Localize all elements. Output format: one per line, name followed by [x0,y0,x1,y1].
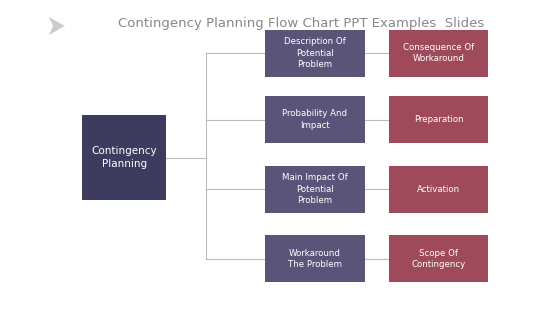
Bar [82,115,166,200]
Text: Consequence Of
Workaround: Consequence Of Workaround [403,43,474,63]
Text: Contingency
Planning: Contingency Planning [91,146,157,169]
Text: Scope Of
Contingency: Scope Of Contingency [412,249,466,269]
Bar [389,235,488,282]
Text: Probability And
Impact: Probability And Impact [282,110,347,130]
Text: Preparation: Preparation [414,115,464,124]
Bar [265,166,365,213]
Text: Contingency Planning Flow Chart PPT Examples  Slides: Contingency Planning Flow Chart PPT Exam… [118,17,484,30]
Text: Workaround
The Problem: Workaround The Problem [288,249,342,269]
Polygon shape [49,17,65,35]
Bar [389,30,488,77]
Text: Description Of
Potential
Problem: Description Of Potential Problem [284,37,346,69]
Bar [389,166,488,213]
Bar [265,96,365,143]
Bar [265,235,365,282]
Bar [389,96,488,143]
Bar [265,30,365,77]
Text: Activation: Activation [417,185,460,194]
Text: Main Impact Of
Potential
Problem: Main Impact Of Potential Problem [282,173,348,205]
